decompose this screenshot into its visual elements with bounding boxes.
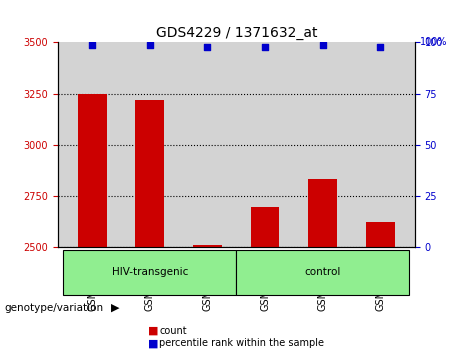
Point xyxy=(377,44,384,50)
Text: HIV-transgenic: HIV-transgenic xyxy=(112,268,188,278)
Bar xyxy=(136,100,164,247)
Point xyxy=(204,44,211,50)
FancyBboxPatch shape xyxy=(64,250,236,295)
Text: ■: ■ xyxy=(148,326,158,336)
FancyBboxPatch shape xyxy=(236,250,409,295)
Bar xyxy=(366,222,395,247)
Bar xyxy=(193,245,222,247)
Point xyxy=(319,42,326,47)
Text: control: control xyxy=(305,268,341,278)
Point xyxy=(261,44,269,50)
Bar xyxy=(78,93,106,247)
Text: count: count xyxy=(159,326,187,336)
Point xyxy=(89,42,96,47)
Bar xyxy=(308,179,337,247)
Title: GDS4229 / 1371632_at: GDS4229 / 1371632_at xyxy=(155,26,317,40)
Text: ▶: ▶ xyxy=(111,303,119,313)
Point xyxy=(146,42,154,47)
Text: percentile rank within the sample: percentile rank within the sample xyxy=(159,338,324,348)
Text: genotype/variation: genotype/variation xyxy=(5,303,104,313)
Text: ■: ■ xyxy=(148,338,158,348)
Text: 100%: 100% xyxy=(420,38,447,47)
Bar xyxy=(251,207,279,247)
